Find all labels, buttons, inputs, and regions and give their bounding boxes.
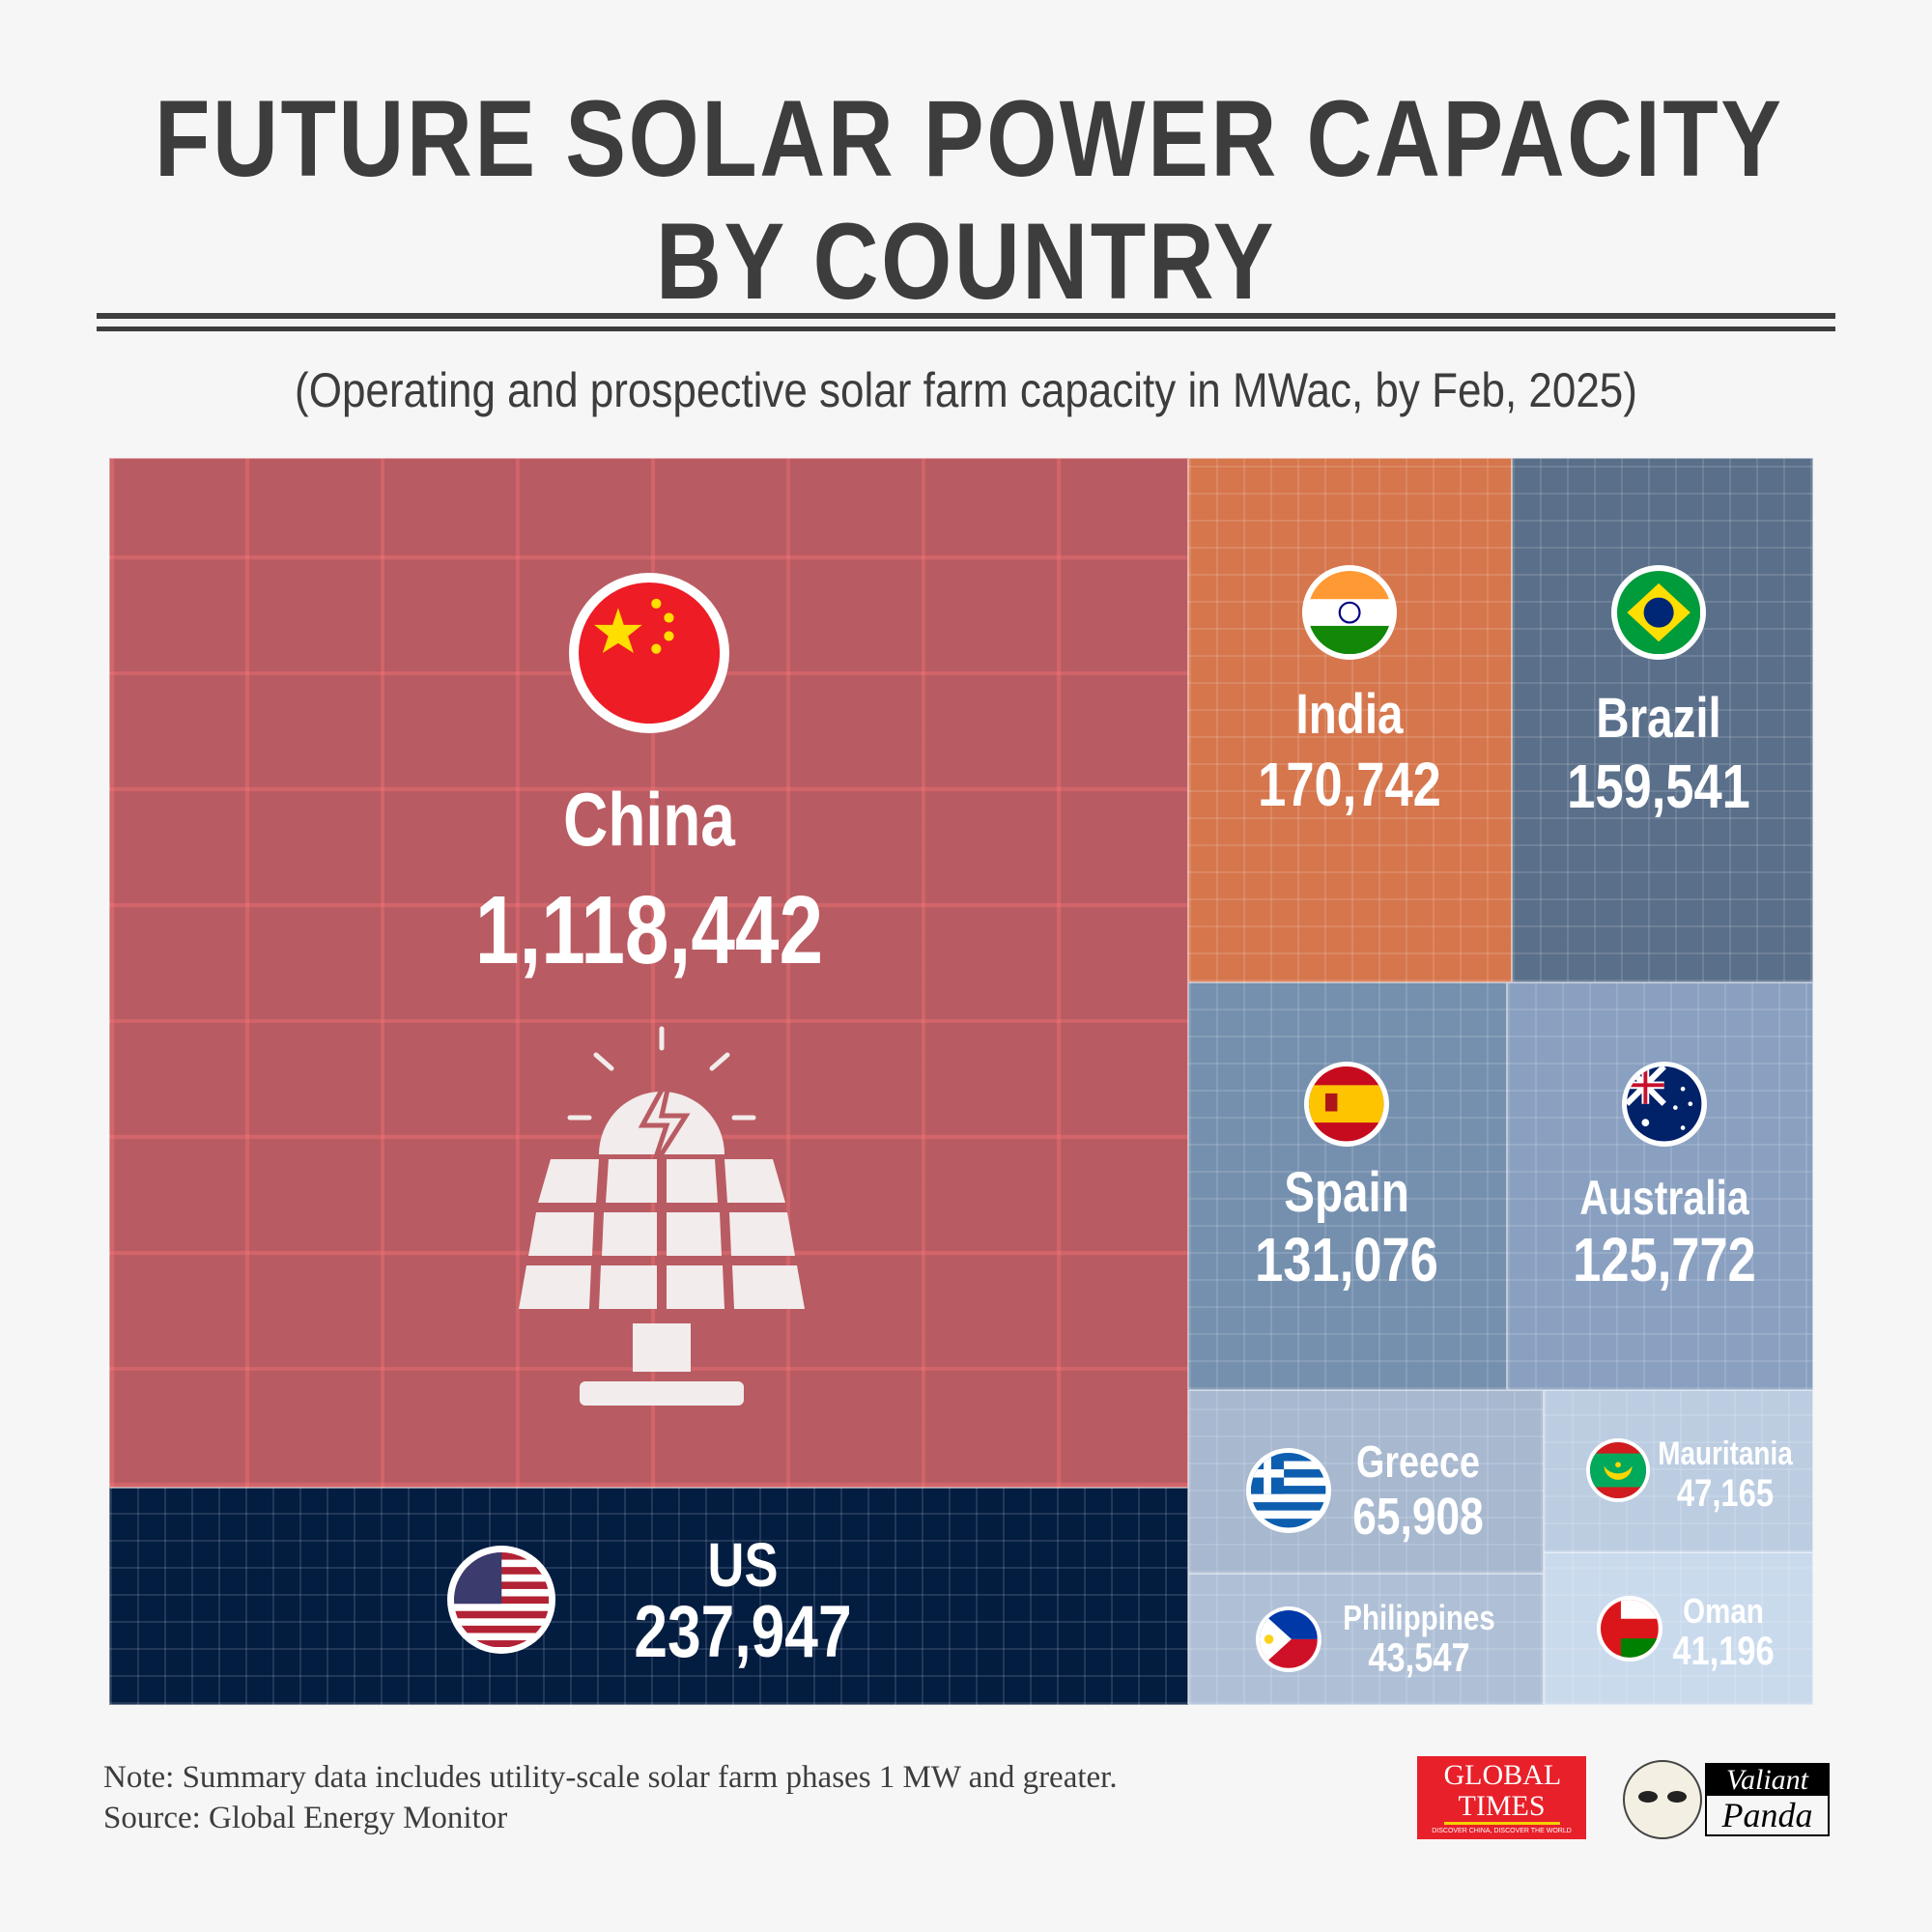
india-flag-icon xyxy=(1302,565,1397,660)
china-flag-icon xyxy=(569,573,729,733)
footer-note: Note: Summary data includes utility-scal… xyxy=(103,1760,1118,1795)
brazil-value: 159,541 xyxy=(1567,752,1750,821)
global-times-tagline: DISCOVER CHINA, DISCOVER THE WORLD xyxy=(1432,1828,1572,1834)
valiant-panda-line1: Valiant xyxy=(1707,1765,1828,1796)
tile-india xyxy=(1188,458,1512,982)
tile-philippines xyxy=(1188,1574,1544,1705)
mauritania-value: 47,165 xyxy=(1676,1472,1775,1515)
greece-flag-icon xyxy=(1246,1448,1331,1533)
spain-value: 131,076 xyxy=(1255,1225,1438,1294)
tile-oman xyxy=(1544,1552,1813,1705)
footer-source: Source: Global Energy Monitor xyxy=(103,1801,508,1835)
spain-flag-icon xyxy=(1304,1062,1389,1147)
us-value: 237,947 xyxy=(634,1591,852,1673)
valiant-panda-logo: Valiant Panda xyxy=(1705,1763,1830,1836)
philippines-label: Philippines xyxy=(1343,1598,1495,1637)
tile-australia xyxy=(1507,982,1813,1390)
us-label: US xyxy=(707,1530,779,1600)
philippines-value: 43,547 xyxy=(1368,1634,1470,1680)
brazil-label: Brazil xyxy=(1596,687,1721,750)
australia-value: 125,772 xyxy=(1573,1225,1756,1294)
brazil-flag-icon xyxy=(1611,565,1706,660)
oman-value: 41,196 xyxy=(1672,1628,1775,1673)
tile-spain xyxy=(1188,982,1507,1390)
mauritania-label: Mauritania xyxy=(1658,1435,1793,1472)
title-line-1: FUTURE SOLAR POWER CAPACITY xyxy=(155,78,1784,199)
title-divider-bottom xyxy=(97,327,1835,331)
oman-label: Oman xyxy=(1683,1591,1764,1631)
tile-brazil xyxy=(1512,458,1813,982)
valiant-panda-line2: Panda xyxy=(1721,1796,1813,1834)
tile-us xyxy=(109,1488,1188,1705)
india-label: India xyxy=(1295,683,1404,746)
australia-label: Australia xyxy=(1579,1171,1749,1225)
solar-panel-icon xyxy=(519,1026,805,1406)
greece-value: 65,908 xyxy=(1352,1488,1484,1546)
tile-mauritania xyxy=(1544,1390,1813,1552)
title-divider-top xyxy=(97,313,1835,319)
subtitle: (Operating and prospective solar farm ca… xyxy=(295,363,1637,417)
us-flag-icon xyxy=(447,1546,555,1654)
global-times-logo-text: GLOBAL TIMES xyxy=(1443,1760,1561,1825)
china-label: China xyxy=(563,777,735,862)
mauritania-flag-icon xyxy=(1586,1438,1650,1502)
title-line-2: BY COUNTRY xyxy=(655,201,1276,322)
india-value: 170,742 xyxy=(1258,750,1441,819)
philippines-flag-icon xyxy=(1256,1606,1321,1672)
australia-flag-icon xyxy=(1622,1062,1707,1147)
spain-label: Spain xyxy=(1284,1161,1409,1224)
greece-label: Greece xyxy=(1356,1436,1480,1487)
panda-mascot-icon xyxy=(1623,1760,1702,1839)
china-value: 1,118,442 xyxy=(474,876,824,984)
global-times-logo: GLOBAL TIMES DISCOVER CHINA, DISCOVER TH… xyxy=(1417,1756,1586,1839)
oman-flag-icon xyxy=(1597,1596,1662,1662)
